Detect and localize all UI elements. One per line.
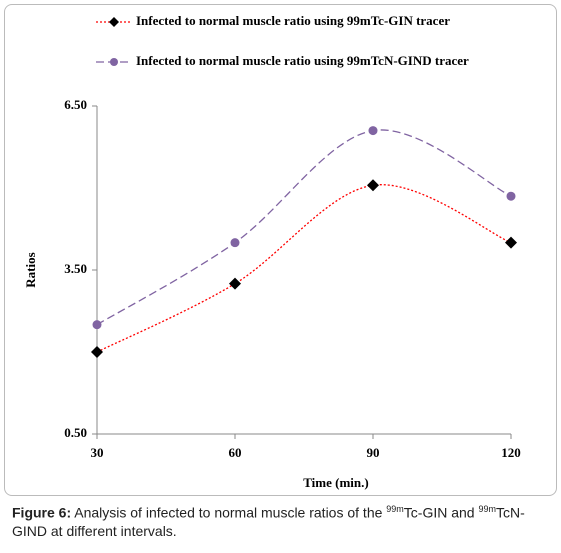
caption-text: Analysis of infected to normal muscle ra… [71,504,387,521]
y-tick-label: 6.50 [64,97,87,112]
caption-text: TcN-GIND at different intervals. [12,504,525,539]
y-axis-label: Ratios [23,252,38,287]
legend-label: Infected to normal muscle ratio using 99… [136,53,469,68]
marker [368,126,378,136]
x-tick-label: 60 [229,445,242,460]
marker [229,277,241,290]
chart: Ratios Time (min.) 0.50 3.50 6.50 30 60 90 120… [23,13,521,490]
marker [91,346,103,358]
caption-superscript: 99m [386,504,404,514]
marker [230,238,240,248]
legend-marker [110,58,118,66]
chart-frame [4,4,557,496]
caption: Figure 6: Analysis of infected to normal… [12,500,552,540]
caption-text: Tc-GIN and [403,504,479,521]
x-tick-label: 120 [501,445,521,460]
x-axis-label: Time (min.) [303,475,368,490]
legend-label: Infected to normal muscle ratio using 99… [136,13,450,28]
legend-marker [109,17,119,27]
y-tick-label: 0.50 [64,425,87,440]
series-line [96,129,512,326]
marker [367,179,379,192]
caption-label: Figure 6: [12,504,72,521]
marker [92,320,102,330]
y-tick-label: 3.50 [64,261,87,276]
marker [506,191,516,201]
x-tick-label: 30 [91,445,104,460]
x-tick-label: 90 [367,445,380,460]
series-line [96,184,512,353]
caption-superscript: 99m [478,504,497,514]
marker [505,236,517,249]
